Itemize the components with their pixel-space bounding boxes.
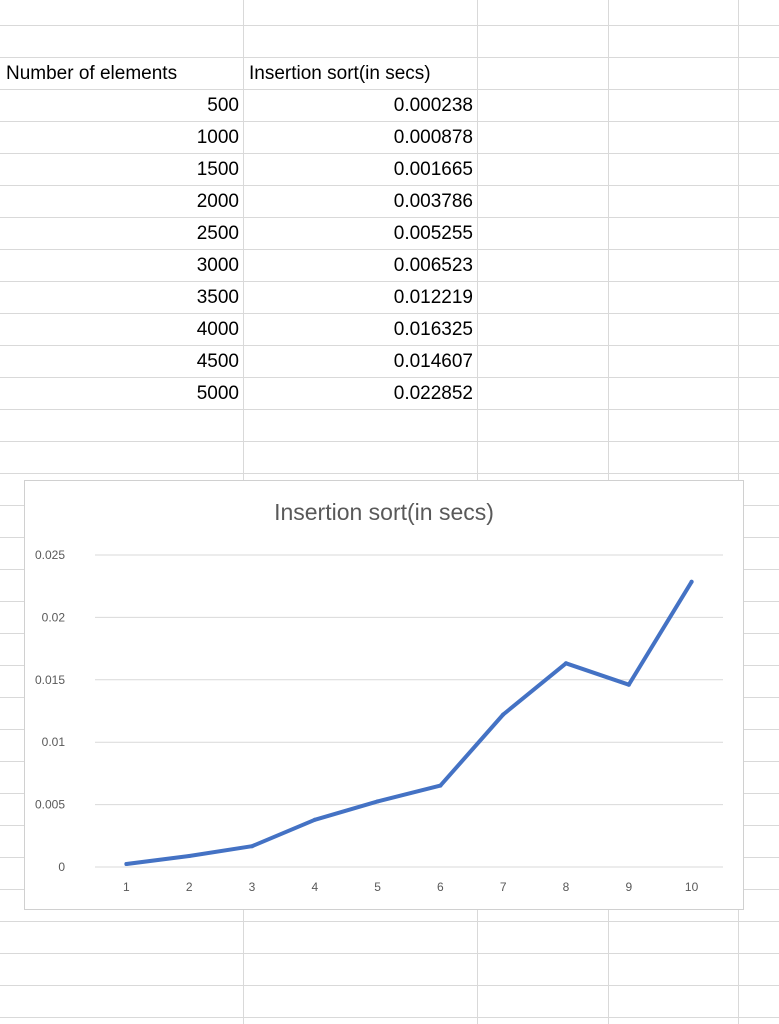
cell-elements[interactable]: 1000 (196, 127, 239, 148)
cell-elements[interactable]: 2500 (196, 223, 239, 244)
grid-row-line (0, 441, 779, 442)
x-tick-label: 8 (563, 880, 570, 894)
x-tick-label: 7 (500, 880, 507, 894)
cell-elements[interactable]: 3000 (196, 255, 239, 276)
data-point (626, 682, 631, 687)
cell-time[interactable]: 0.022852 (393, 383, 473, 404)
data-point (501, 712, 506, 717)
y-tick-label: 0 (58, 860, 65, 874)
cell-elements[interactable]: 1500 (196, 159, 239, 180)
x-tick-label: 6 (437, 880, 444, 894)
series-line (124, 579, 694, 866)
cell-time[interactable]: 0.001665 (393, 159, 473, 180)
y-tick-label: 0.005 (35, 798, 65, 812)
grid-row-line (0, 281, 779, 282)
grid-row-line (0, 473, 779, 474)
y-tick-label: 0.015 (35, 673, 65, 687)
data-point (124, 862, 129, 867)
data-point (187, 854, 192, 859)
grid-row-line (0, 25, 779, 26)
cell-elements[interactable]: 500 (207, 95, 239, 116)
line-chart[interactable]: Insertion sort(in secs) 0 0.005 0.01 0.015 0… (24, 480, 744, 910)
header-insertion-sort[interactable]: Insertion sort(in secs) (249, 63, 431, 84)
grid-row-line (0, 153, 779, 154)
cell-time[interactable]: 0.012219 (393, 287, 473, 308)
grid-row-line (0, 377, 779, 378)
cell-elements[interactable]: 4500 (196, 351, 239, 372)
data-point (375, 799, 380, 804)
grid-row-line (0, 409, 779, 410)
cell-time[interactable]: 0.000878 (393, 127, 473, 148)
cell-elements[interactable]: 3500 (196, 287, 239, 308)
grid-row-line (0, 185, 779, 186)
grid-row-line (0, 121, 779, 122)
grid-row-line (0, 313, 779, 314)
grid-row-line (0, 345, 779, 346)
cell-time[interactable]: 0.000238 (393, 95, 473, 116)
y-tick-label: 0.01 (42, 735, 66, 749)
x-tick-label: 10 (685, 880, 699, 894)
cell-elements[interactable]: 4000 (196, 319, 239, 340)
data-point (438, 783, 443, 788)
x-tick-label: 9 (625, 880, 632, 894)
cell-time[interactable]: 0.006523 (393, 255, 473, 276)
y-tick-label: 0.025 (35, 548, 65, 562)
grid-row-line (0, 1017, 779, 1018)
cell-elements[interactable]: 5000 (196, 383, 239, 404)
x-tick-label: 5 (374, 880, 381, 894)
grid-row-line (0, 57, 779, 58)
chart-title: Insertion sort(in secs) (274, 499, 494, 525)
grid-row-line (0, 953, 779, 954)
chart-plot-area: 0 0.005 0.01 0.015 0.02 0.025 1 2 3 4 5 6 7 8 9 10 (35, 548, 723, 894)
cell-time[interactable]: 0.003786 (393, 191, 473, 212)
data-point (250, 844, 254, 849)
grid-row-line (0, 921, 779, 922)
cell-time[interactable]: 0.016325 (393, 319, 473, 340)
y-tick-label: 0.02 (42, 610, 66, 624)
grid-row-line (0, 217, 779, 218)
x-tick-label: 3 (249, 880, 256, 894)
grid-row-line (0, 985, 779, 986)
x-tick-label: 1 (123, 880, 130, 894)
grid-row-line (0, 89, 779, 90)
cell-elements[interactable]: 2000 (196, 191, 239, 212)
header-number-of-elements[interactable]: Number of elements (6, 63, 178, 84)
x-tick-label: 2 (186, 880, 193, 894)
data-point (312, 817, 317, 822)
data-point (689, 579, 694, 584)
x-tick-label: 4 (311, 880, 318, 894)
cell-time[interactable]: 0.014607 (393, 351, 473, 372)
cell-time[interactable]: 0.005255 (393, 223, 473, 244)
data-point (564, 661, 568, 666)
grid-row-line (0, 249, 779, 250)
